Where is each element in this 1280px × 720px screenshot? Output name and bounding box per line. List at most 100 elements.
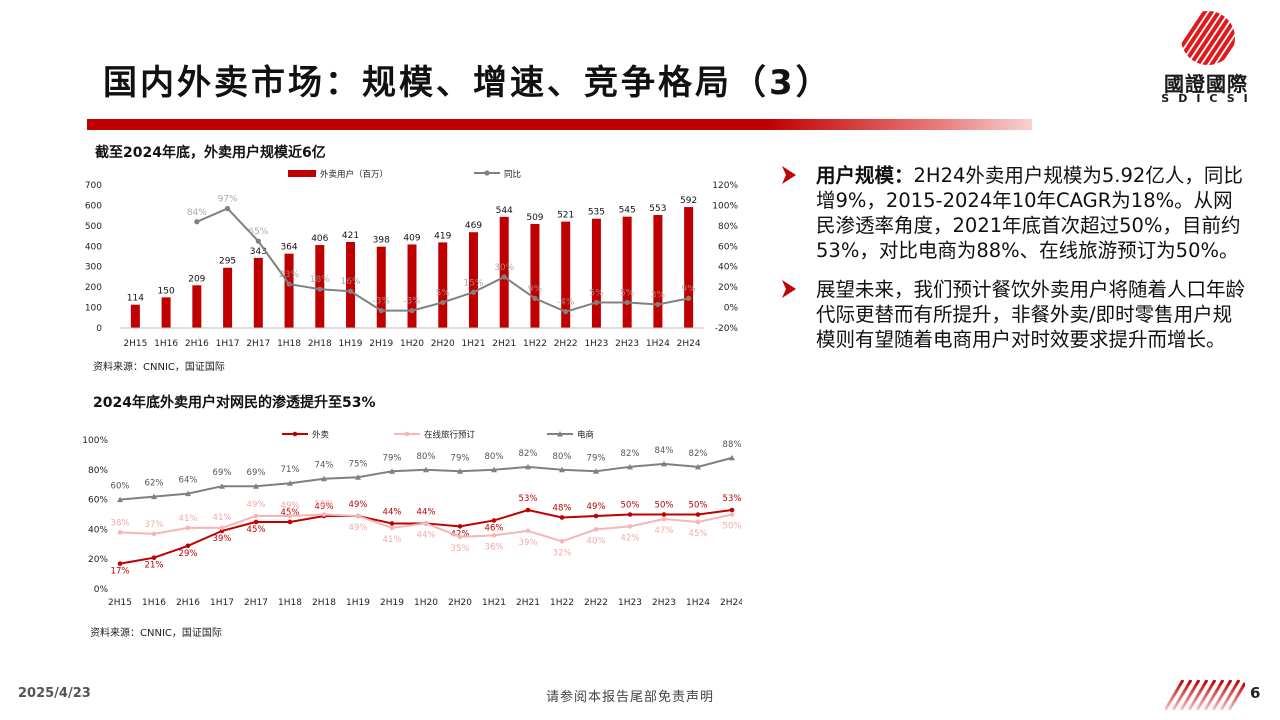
yoy-value-label: 16%	[341, 277, 361, 287]
series-travel-point	[627, 524, 633, 529]
chart2-source: 资料来源：CNNIC，国证国际	[90, 628, 222, 639]
series-travel-value-label: 44%	[417, 530, 436, 540]
series-delivery-point	[287, 519, 293, 525]
legend-line-label: 同比	[504, 169, 521, 180]
series-delivery-point	[491, 518, 497, 523]
y-right-tick-label: 20%	[718, 283, 738, 293]
series-ecommerce-value-label: 82%	[621, 449, 640, 459]
yoy-point	[255, 238, 261, 244]
series-ecommerce-value-label: 80%	[417, 452, 436, 462]
y-right-tick-label: 0%	[724, 304, 739, 314]
y-tick-label: 80%	[88, 466, 108, 476]
series-ecommerce-value-label: 62%	[145, 479, 164, 489]
x-tick-label: 2H16	[185, 339, 209, 349]
series-travel-value-label: 36%	[485, 542, 504, 552]
page-number: 6	[1250, 684, 1261, 702]
yoy-point	[624, 299, 630, 306]
legend-bar-swatch	[288, 170, 316, 177]
series-ecommerce-point	[729, 454, 735, 461]
x-tick-label: 1H24	[646, 339, 670, 349]
series-travel-value-label: 42%	[621, 533, 640, 543]
bullet-heading: 用户规模：	[816, 164, 914, 187]
series-travel-value-label: 41%	[213, 513, 232, 523]
yoy-point	[347, 288, 354, 294]
yoy-point	[224, 205, 231, 212]
series-ecommerce-value-label: 75%	[349, 459, 368, 469]
bullet-outlook: 展望未来，我们预计餐饮外卖用户将随着人口年龄代际更替而有所提升，非餐外卖/即时零…	[780, 277, 1250, 352]
series-travel-point	[695, 519, 701, 525]
series-delivery-value-label: 53%	[723, 494, 742, 504]
chart2-title: 2024年底外卖用户对网民的渗透提升至53%	[93, 395, 376, 411]
y-tick-label: 100%	[82, 436, 108, 446]
x-tick-label: 2H21	[492, 339, 516, 349]
yoy-value-label: 18%	[310, 275, 330, 285]
series-delivery-point	[695, 512, 701, 517]
bar-value-label: 521	[557, 211, 574, 221]
series-travel-value-label: 39%	[519, 538, 538, 548]
series-travel-point	[355, 513, 361, 519]
yoy-value-label: 3%	[651, 291, 666, 301]
user-scale-chart: 0 100 200 300 400 500 600 700 -20% 0% 20% 40% 60% 80%…	[85, 169, 739, 349]
disclaimer-note: 请参阅本报告尾部免责声明	[546, 690, 715, 705]
bar-users	[346, 241, 356, 328]
yoy-value-label: -3%	[372, 297, 390, 307]
y-tick-label: 20%	[88, 555, 108, 565]
x-tick-label: 1H19	[346, 598, 370, 608]
bullet-text: 2H24外卖用户规模为5.92亿人，同比增9%，2015-2024年10年CAG…	[816, 164, 1243, 262]
series-delivery-point	[389, 521, 395, 526]
logo-stripes-icon	[1181, 11, 1235, 65]
series-travel-point	[593, 527, 599, 532]
series-travel-point	[321, 512, 327, 517]
bar-users	[438, 242, 448, 328]
bar-users	[622, 216, 632, 328]
y-right-tick-label: 60%	[718, 242, 738, 252]
series-travel-point	[661, 516, 667, 522]
bar-users	[499, 216, 509, 328]
series-delivery-value-label: 21%	[145, 561, 164, 571]
yoy-value-label: 9%	[528, 284, 543, 294]
bar-users	[223, 267, 233, 328]
series-ecommerce-point	[117, 496, 123, 503]
series-delivery-value-label: 45%	[247, 525, 266, 535]
yoy-value-label: 65%	[248, 227, 268, 237]
yoy-value-label: 5%	[620, 288, 635, 298]
y-left-tick-label: 100	[85, 304, 102, 314]
yoy-point	[593, 299, 600, 306]
x-tick-label: 2H18	[312, 598, 336, 608]
series-travel-value-label: 41%	[383, 535, 402, 545]
series-delivery-value-label: 49%	[349, 500, 368, 510]
series-travel-point	[185, 525, 191, 531]
series-ecommerce-point	[695, 463, 701, 470]
x-tick-label: 2H23	[615, 339, 639, 349]
yoy-value-label: 84%	[187, 208, 207, 218]
yoy-value-label: 30%	[494, 263, 514, 273]
legend-ecommerce-label: 电商	[577, 430, 594, 441]
report-date: 2025/4/23	[18, 686, 91, 701]
series-ecommerce-point	[389, 468, 395, 474]
y-tick-label: 40%	[88, 525, 108, 535]
series-delivery-point	[525, 507, 531, 513]
series-travel-point	[491, 533, 497, 538]
bar-value-label: 545	[619, 206, 636, 216]
bar-value-label: 114	[127, 294, 144, 304]
series-travel-point	[423, 521, 429, 526]
x-tick-label: 1H22	[523, 339, 547, 349]
legend-delivery-label: 外卖	[312, 430, 330, 441]
series-ecommerce-value-label: 80%	[485, 452, 504, 462]
arrow-bullet-icon	[782, 280, 796, 298]
series-ecommerce-value-label: 82%	[689, 449, 708, 459]
penetration-chart: 0%20%40%60%80%100%17%21%29%39%45%45%49% 4…	[82, 430, 742, 609]
bar-users	[284, 253, 294, 328]
arrow-bullet-icon	[782, 166, 796, 184]
bar-users	[561, 221, 571, 328]
yoy-point	[409, 308, 415, 314]
bar-value-label: 535	[588, 208, 605, 218]
series-ecommerce-value-label: 79%	[383, 453, 402, 463]
bar-users	[376, 246, 386, 328]
y-left-tick-label: 0	[96, 324, 102, 334]
x-tick-label: 1H22	[550, 598, 574, 608]
series-ecommerce-point	[559, 466, 565, 473]
series-delivery-value-label: 39%	[213, 534, 232, 544]
yoy-value-label: 5%	[589, 288, 604, 298]
x-tick-label: 1H20	[400, 339, 424, 349]
